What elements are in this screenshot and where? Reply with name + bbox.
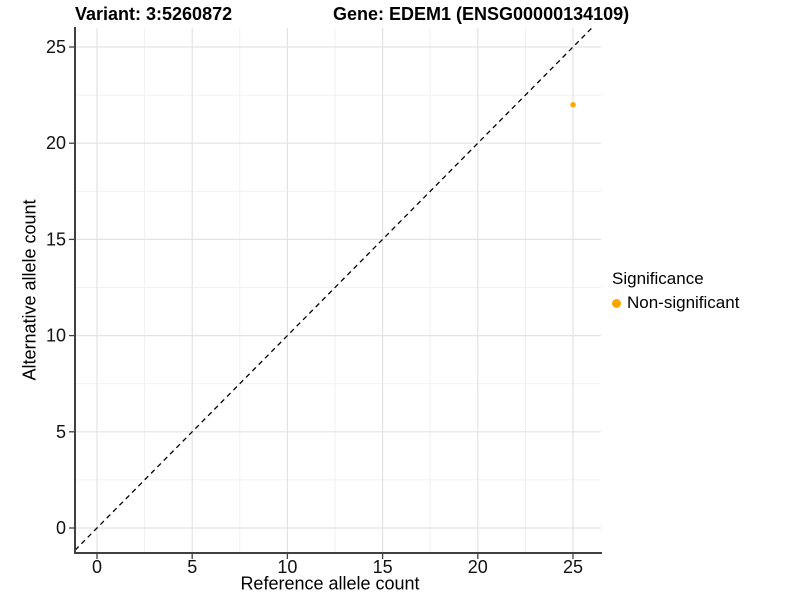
x-axis-title: Reference allele count (240, 573, 420, 594)
x-tick-label: 0 (92, 557, 102, 577)
x-tick-label: 25 (563, 557, 583, 577)
data-point (570, 102, 576, 108)
y-axis-title: Alternative allele count (19, 199, 40, 381)
gene-title: Gene: EDEM1 (ENSG00000134109) (333, 4, 630, 24)
x-tick-label: 5 (187, 557, 197, 577)
significance-legend: Significance Non-significant (612, 268, 739, 313)
identity-dashed-line (74, 25, 595, 551)
legend-dot-icon (612, 298, 621, 308)
y-tick-label: 20 (46, 133, 66, 153)
y-tick-label: 0 (56, 518, 66, 538)
y-tick-label: 25 (46, 37, 66, 57)
y-tick-label: 5 (56, 422, 66, 442)
x-tick-label: 15 (373, 557, 393, 577)
legend-item-non-significant: Non-significant (612, 293, 739, 313)
x-tick-label: 10 (277, 557, 297, 577)
legend-item-label: Non-significant (627, 293, 740, 312)
x-tick-label: 20 (468, 557, 488, 577)
legend-title: Significance (612, 269, 704, 288)
variant-title: Variant: 3:5260872 (75, 4, 233, 24)
y-tick-label: 15 (46, 229, 66, 249)
y-tick-label: 10 (46, 326, 66, 346)
